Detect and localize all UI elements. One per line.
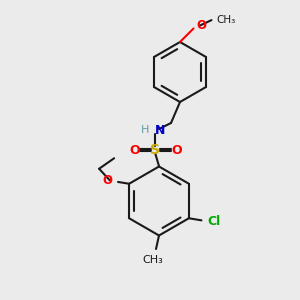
Text: CH₃: CH₃ (216, 15, 235, 25)
Text: CH₃: CH₃ (142, 255, 164, 265)
Text: O: O (103, 174, 112, 187)
Text: O: O (196, 19, 206, 32)
Text: N: N (154, 124, 165, 137)
Text: O: O (171, 143, 182, 157)
Text: H: H (141, 125, 149, 136)
Text: Cl: Cl (207, 215, 220, 228)
Text: S: S (150, 143, 161, 157)
Text: O: O (129, 143, 140, 157)
